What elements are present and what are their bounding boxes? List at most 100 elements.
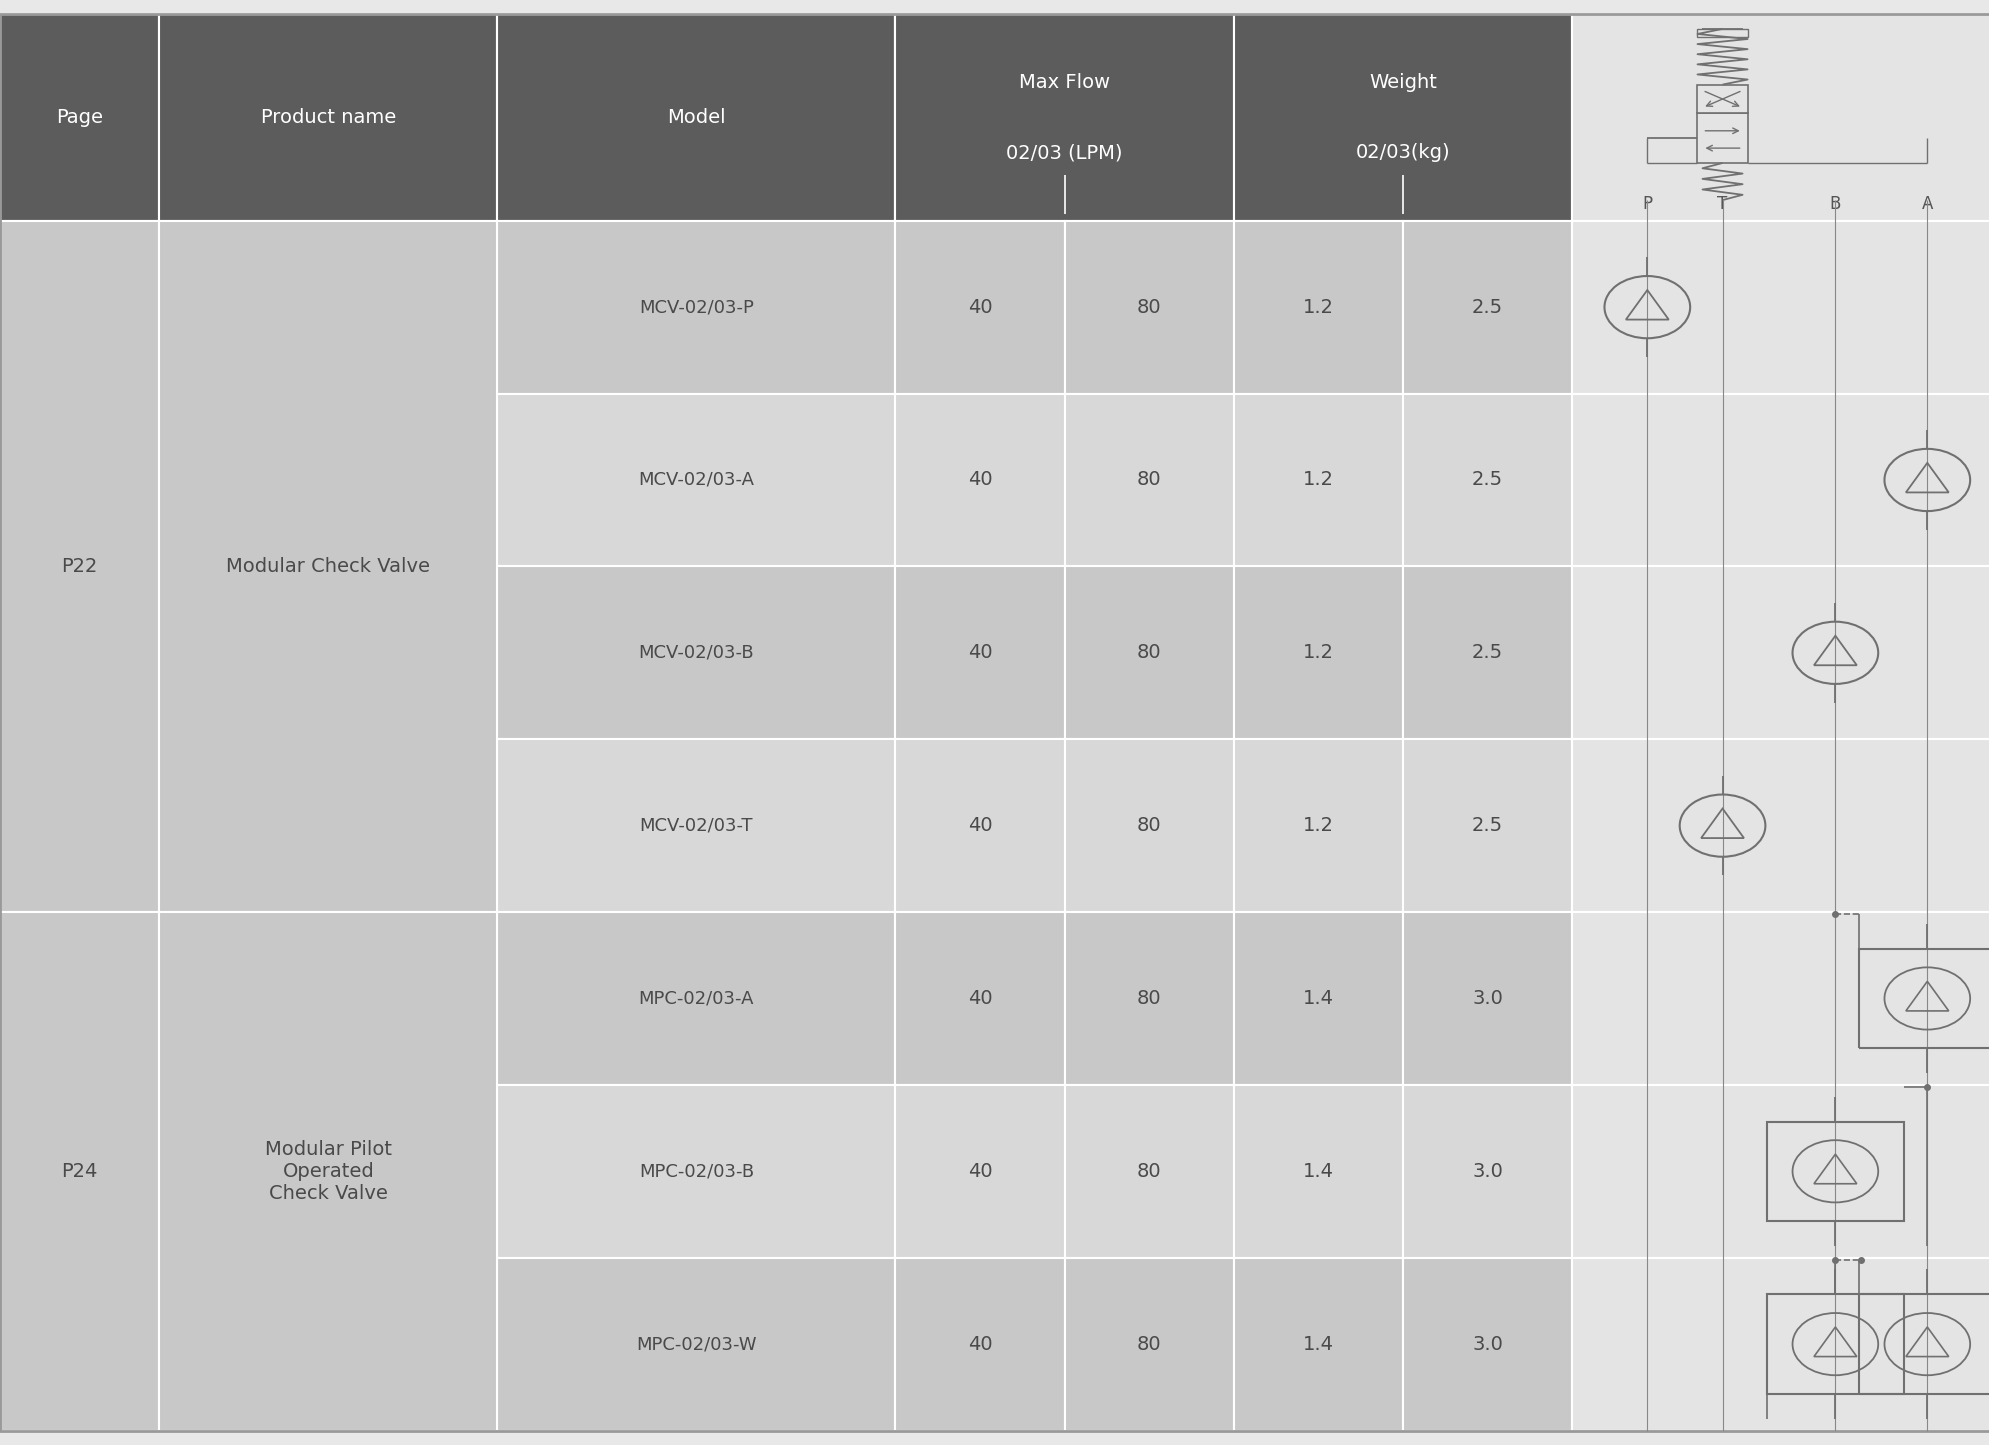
Text: 40: 40 — [967, 988, 993, 1009]
Text: 80: 80 — [1136, 471, 1162, 490]
Text: 02/03 (LPM): 02/03 (LPM) — [1006, 143, 1122, 162]
Polygon shape — [159, 221, 497, 912]
Polygon shape — [497, 912, 895, 1085]
Polygon shape — [159, 912, 497, 1431]
Polygon shape — [0, 221, 159, 912]
Text: 80: 80 — [1136, 988, 1162, 1009]
Text: Product name: Product name — [261, 108, 396, 127]
Polygon shape — [497, 221, 895, 393]
Polygon shape — [497, 1085, 895, 1257]
Text: 2.5: 2.5 — [1472, 298, 1502, 316]
Polygon shape — [1402, 221, 1571, 393]
Polygon shape — [1233, 1085, 1402, 1257]
Text: MPC-02/03-B: MPC-02/03-B — [638, 1162, 754, 1181]
Text: 3.0: 3.0 — [1472, 1335, 1502, 1354]
Polygon shape — [1402, 1085, 1571, 1257]
Polygon shape — [1064, 1257, 1233, 1431]
Text: 1.2: 1.2 — [1303, 816, 1333, 835]
Text: 40: 40 — [967, 1335, 993, 1354]
Text: 1.2: 1.2 — [1303, 471, 1333, 490]
Polygon shape — [1571, 14, 1989, 221]
Text: P24: P24 — [62, 1162, 97, 1181]
Text: Model: Model — [666, 108, 726, 127]
Polygon shape — [1233, 912, 1402, 1085]
Text: 1.2: 1.2 — [1303, 298, 1333, 316]
Text: 40: 40 — [967, 471, 993, 490]
Polygon shape — [1697, 114, 1746, 163]
Polygon shape — [1402, 912, 1571, 1085]
Text: 3.0: 3.0 — [1472, 1162, 1502, 1181]
Text: P22: P22 — [62, 556, 97, 577]
Text: 80: 80 — [1136, 816, 1162, 835]
Polygon shape — [1402, 393, 1571, 566]
Polygon shape — [895, 14, 1233, 221]
Polygon shape — [1402, 566, 1571, 740]
Text: Weight: Weight — [1368, 74, 1436, 92]
Text: 40: 40 — [967, 816, 993, 835]
Polygon shape — [1233, 221, 1402, 393]
Polygon shape — [1064, 912, 1233, 1085]
Polygon shape — [895, 740, 1064, 912]
Text: MPC-02/03-A: MPC-02/03-A — [638, 990, 754, 1007]
Text: 1.4: 1.4 — [1303, 1162, 1333, 1181]
Text: 1.2: 1.2 — [1303, 643, 1333, 662]
Polygon shape — [1064, 1085, 1233, 1257]
Polygon shape — [1571, 566, 1989, 740]
Polygon shape — [895, 1257, 1064, 1431]
Polygon shape — [895, 14, 1064, 221]
Polygon shape — [1571, 912, 1989, 1085]
Polygon shape — [1064, 740, 1233, 912]
Polygon shape — [1571, 1085, 1989, 1257]
Text: 80: 80 — [1136, 643, 1162, 662]
Polygon shape — [895, 221, 1064, 393]
Text: A: A — [1921, 195, 1931, 214]
Polygon shape — [1571, 740, 1989, 912]
Text: 40: 40 — [967, 1162, 993, 1181]
Text: 40: 40 — [967, 643, 993, 662]
Polygon shape — [1233, 393, 1402, 566]
Polygon shape — [497, 393, 895, 566]
Text: MCV-02/03-B: MCV-02/03-B — [638, 644, 754, 662]
Polygon shape — [1697, 29, 1746, 38]
Polygon shape — [497, 740, 895, 912]
Polygon shape — [895, 393, 1064, 566]
Polygon shape — [1064, 393, 1233, 566]
Text: 40: 40 — [967, 298, 993, 316]
Polygon shape — [497, 1257, 895, 1431]
Text: MCV-02/03-A: MCV-02/03-A — [638, 471, 754, 488]
Polygon shape — [1233, 14, 1571, 221]
Polygon shape — [895, 1085, 1064, 1257]
Text: 2.5: 2.5 — [1472, 816, 1502, 835]
Text: MPC-02/03-W: MPC-02/03-W — [636, 1335, 756, 1353]
Polygon shape — [1064, 566, 1233, 740]
Polygon shape — [1402, 740, 1571, 912]
Text: Modular Pilot
Operated
Check Valve: Modular Pilot Operated Check Valve — [265, 1140, 392, 1202]
Text: 1.4: 1.4 — [1303, 1335, 1333, 1354]
Text: P: P — [1641, 195, 1651, 214]
Polygon shape — [1233, 1257, 1402, 1431]
Text: 80: 80 — [1136, 298, 1162, 316]
Polygon shape — [895, 566, 1064, 740]
Polygon shape — [1571, 393, 1989, 566]
Text: 80: 80 — [1136, 1162, 1162, 1181]
Text: 2.5: 2.5 — [1472, 471, 1502, 490]
Polygon shape — [1233, 740, 1402, 912]
Polygon shape — [497, 14, 895, 221]
Text: B: B — [1828, 195, 1840, 214]
Polygon shape — [1571, 221, 1989, 393]
Text: MCV-02/03-P: MCV-02/03-P — [638, 298, 754, 316]
Text: Modular Check Valve: Modular Check Valve — [227, 556, 430, 577]
Text: 02/03(kg): 02/03(kg) — [1355, 143, 1450, 162]
Polygon shape — [0, 14, 159, 221]
Text: Max Flow: Max Flow — [1018, 74, 1110, 92]
Text: 2.5: 2.5 — [1472, 643, 1502, 662]
Text: 1.4: 1.4 — [1303, 988, 1333, 1009]
Polygon shape — [1402, 1257, 1571, 1431]
Text: MCV-02/03-T: MCV-02/03-T — [638, 816, 754, 835]
Polygon shape — [1064, 14, 1233, 221]
Polygon shape — [0, 912, 159, 1431]
Polygon shape — [895, 912, 1064, 1085]
Polygon shape — [1064, 221, 1233, 393]
Text: T: T — [1717, 195, 1726, 214]
Polygon shape — [1697, 85, 1746, 114]
